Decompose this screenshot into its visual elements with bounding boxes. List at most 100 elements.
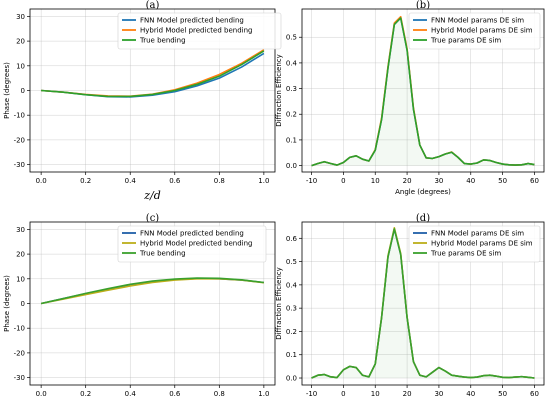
legend-label: FNN Model params DE sim <box>431 230 524 238</box>
x-tick-label: 60 <box>530 390 539 398</box>
y-tick-label: 20 <box>16 38 25 46</box>
y-tick-label: -20 <box>14 349 25 357</box>
y-axis-label: Phase (degrees) <box>3 275 11 332</box>
x-tick-label: 1.0 <box>258 177 269 185</box>
series-line-3 <box>311 17 535 167</box>
y-tick-label: 30 <box>16 13 25 21</box>
x-tick-label: 0.2 <box>80 390 91 398</box>
x-axis-label: Angle (degrees) <box>395 188 451 196</box>
panel-label: (c) <box>146 213 160 224</box>
legend-label: True bending <box>139 250 186 258</box>
legend-label: True bending <box>139 37 186 45</box>
x-tick-label: 0.8 <box>214 390 225 398</box>
y-tick-label: 0.3 <box>286 85 297 93</box>
panel-label: (a) <box>146 0 160 11</box>
y-tick-label: 10 <box>16 62 25 70</box>
x-tick-label: 1.0 <box>258 390 269 398</box>
legend-label: FNN Model params DE sim <box>431 17 524 25</box>
y-tick-label: 0.0 <box>286 162 297 170</box>
x-tick-label: 0 <box>341 177 345 185</box>
y-tick-label: 0.4 <box>286 59 298 67</box>
series-line-2 <box>40 278 264 305</box>
plot-frame <box>29 221 276 386</box>
x-tick-label: 0.4 <box>125 390 137 398</box>
x-tick-label: 0.4 <box>125 177 137 185</box>
y-tick-label: 0 <box>21 87 25 95</box>
x-tick-label: 50 <box>498 177 507 185</box>
x-tick-label: 0.2 <box>80 177 91 185</box>
y-tick-label: 20 <box>16 251 25 259</box>
x-tick-label: 30 <box>434 177 443 185</box>
y-tick-label: 0.5 <box>286 34 297 42</box>
y-tick-label: -10 <box>14 325 25 333</box>
legend-label: True params DE sim <box>430 250 501 258</box>
x-tick-label: 50 <box>498 390 507 398</box>
legend-box <box>408 12 541 50</box>
legend: FNN Model predicted bending Hybrid Model … <box>117 225 267 263</box>
y-axis-label: Phase (degrees) <box>3 62 11 119</box>
panel-b: -10 0 10 20 30 40 50 60 0.0 0.1 0.2 0.3 0.4 0.5 (b) Ang… <box>275 0 545 196</box>
x-tick-label: 0.0 <box>36 390 47 398</box>
x-tick-label: 0.6 <box>169 390 181 398</box>
legend-label: FNN Model predicted bending <box>140 17 244 25</box>
y-tick-label: 0.3 <box>286 305 297 313</box>
legend-box <box>117 225 267 263</box>
x-tick-label: 20 <box>403 177 412 185</box>
x-tick-label: 10 <box>371 177 380 185</box>
x-tick-label: 10 <box>371 390 380 398</box>
x-tick-label: 0 <box>341 390 345 398</box>
x-tick-label: 60 <box>530 177 539 185</box>
x-axis-label: z/d <box>143 189 161 202</box>
y-tick-label: 0.6 <box>286 235 298 243</box>
y-tick-label: 0.0 <box>286 375 297 383</box>
y-tick-label: 0.1 <box>286 351 297 359</box>
series-line-3 <box>311 228 535 379</box>
x-tick-label: 0.6 <box>169 177 181 185</box>
x-tick-label: 30 <box>434 390 443 398</box>
legend-label: Hybrid Model params DE sim <box>431 240 533 248</box>
y-tick-label: 0.4 <box>286 281 298 289</box>
legend-label: Hybrid Model predicted bending <box>140 27 252 35</box>
y-tick-label: 0 <box>21 300 25 308</box>
panel-d: -10 0 10 20 30 40 50 60 0.0 0.1 0.2 0.3 0.4 0.5 0.6 (d)… <box>275 213 545 406</box>
legend-label: True params DE sim <box>430 37 501 45</box>
x-tick-label: 0.8 <box>214 177 225 185</box>
y-axis-label: Diffraction Efficiency <box>275 267 283 340</box>
y-tick-label: -30 <box>14 374 25 382</box>
y-tick-label: -30 <box>14 161 25 169</box>
panel-c: 0.00.20.40.60.81.0-30-20-100102030(c)z/d… <box>3 213 276 406</box>
x-tick-label: 40 <box>466 177 475 185</box>
plot-frame <box>301 8 545 173</box>
legend-box <box>408 225 541 263</box>
y-tick-label: 30 <box>16 226 25 234</box>
plot-frame <box>301 221 545 386</box>
legend-label: Hybrid Model predicted bending <box>140 240 252 248</box>
x-tick-label: -10 <box>306 177 317 185</box>
y-tick-label: 0.2 <box>286 328 297 336</box>
plot-frame <box>29 8 276 173</box>
x-tick-label: 20 <box>403 390 412 398</box>
x-tick-label: 40 <box>466 390 475 398</box>
legend: FNN Model params DE sim Hybrid Model para… <box>408 225 541 263</box>
y-axis-label: Diffraction Efficiency <box>275 54 283 127</box>
y-tick-label: 0.1 <box>286 136 297 144</box>
x-tick-label: 0.0 <box>36 177 47 185</box>
y-tick-label: 10 <box>16 275 25 283</box>
legend-box <box>117 12 282 50</box>
series-line-3 <box>41 50 265 98</box>
legend: FNN Model predicted bending Hybrid Model … <box>117 12 282 50</box>
legend-label: Hybrid Model params DE sim <box>431 27 533 35</box>
panel-a: 0.0 0.2 0.4 0.6 0.8 1.0 -30 -20 -10 0 10 20 30 (a) z/d… <box>3 0 282 202</box>
y-tick-label: 0.5 <box>286 258 297 266</box>
x-tick-label: -10 <box>306 390 317 398</box>
series-line-3 <box>40 277 264 305</box>
legend-label: FNN Model predicted bending <box>140 230 244 238</box>
y-tick-label: 0.2 <box>286 111 297 119</box>
y-tick-label: -20 <box>14 136 25 144</box>
y-tick-label: -10 <box>14 112 25 120</box>
panel-label: (b) <box>416 0 430 11</box>
panel-label: (d) <box>416 213 430 224</box>
legend: FNN Model params DE sim Hybrid Model para… <box>408 12 541 50</box>
